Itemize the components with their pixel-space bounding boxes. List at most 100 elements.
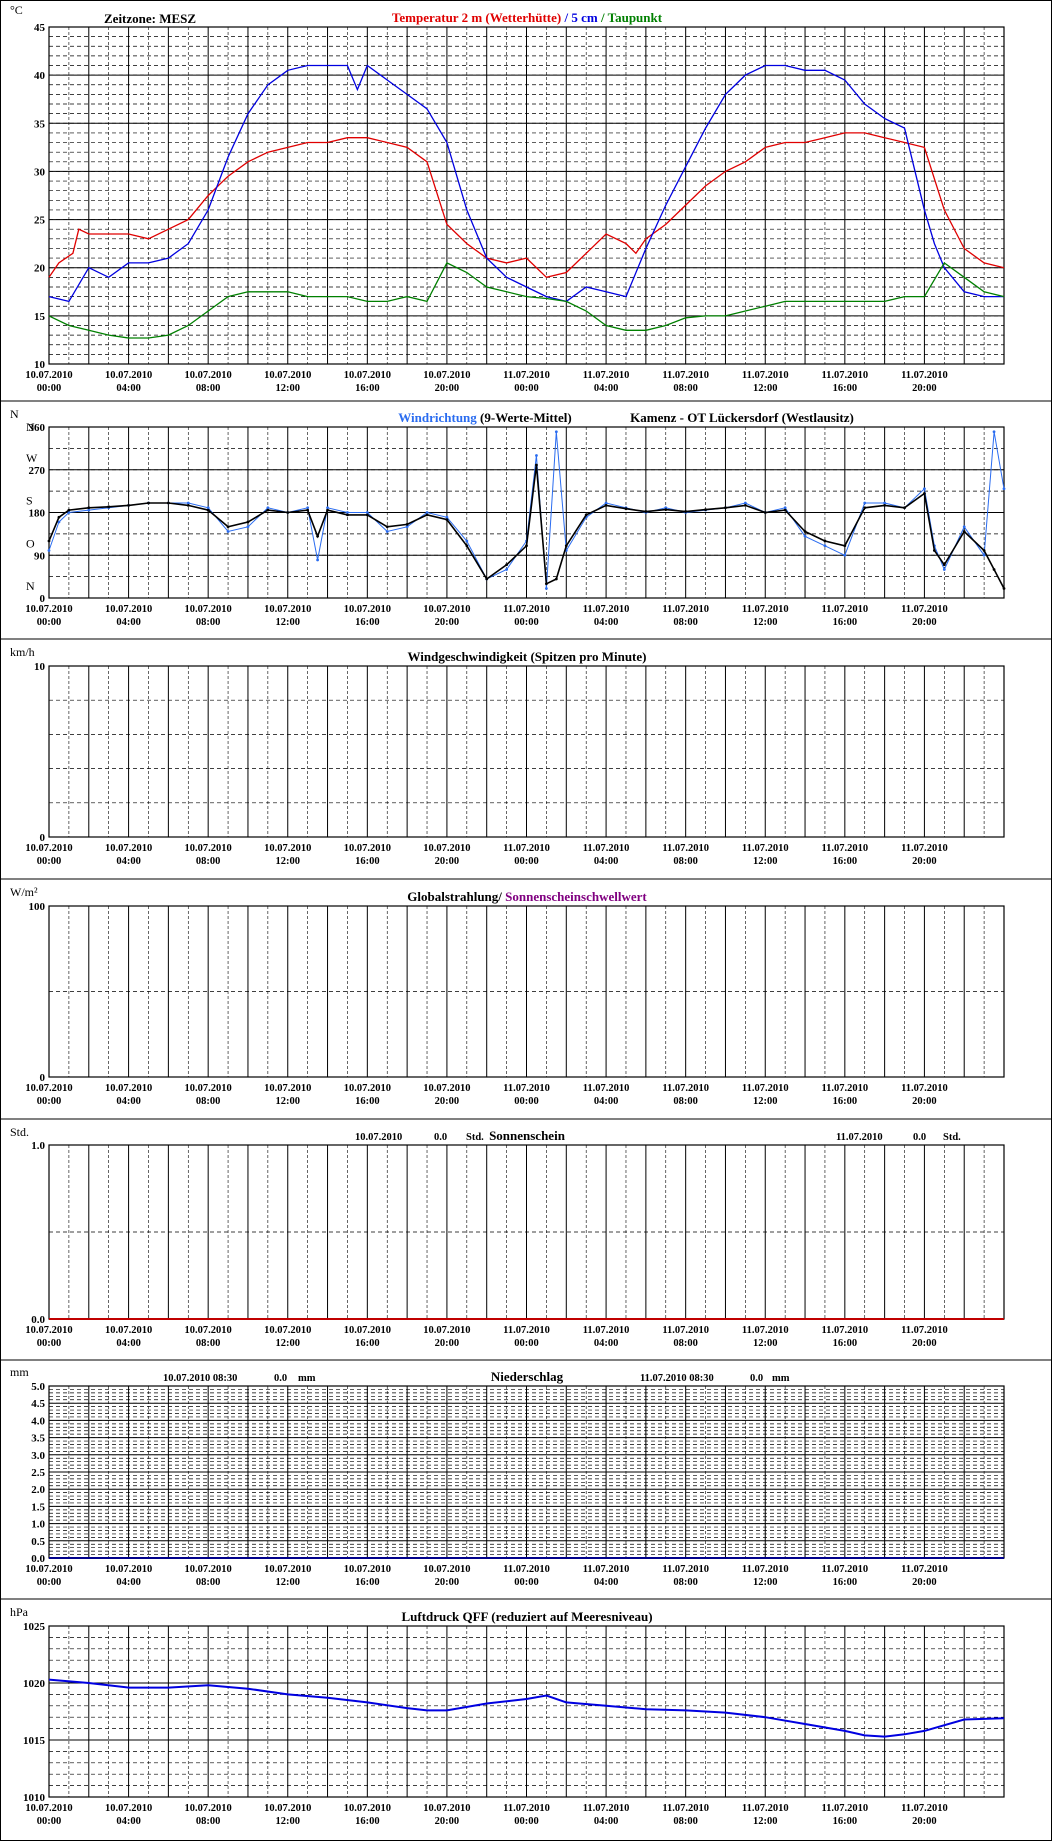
timezone-label: Zeitzone: MESZ xyxy=(104,11,196,26)
data-point xyxy=(724,506,727,510)
x-tick-date: 11.07.2010 xyxy=(503,1564,550,1575)
y-tick-label: 1015 xyxy=(23,1735,46,1747)
x-tick-date: 10.07.2010 xyxy=(344,1803,391,1814)
daily-date: 10.07.2010 08:30 xyxy=(163,1373,237,1384)
unit-label: W/m² xyxy=(10,885,38,899)
x-tick-date: 11.07.2010 xyxy=(583,370,630,381)
data-point xyxy=(206,506,210,510)
data-point xyxy=(186,501,190,505)
x-tick-time: 20:00 xyxy=(912,1816,937,1827)
x-tick-date: 11.07.2010 xyxy=(742,843,789,854)
x-tick-date: 10.07.2010 xyxy=(423,1803,470,1814)
data-point xyxy=(266,508,270,512)
data-point xyxy=(326,508,329,512)
x-tick-date: 10.07.2010 xyxy=(423,1083,470,1094)
data-point xyxy=(923,492,926,495)
panel-title: Sonnenschein xyxy=(489,1128,566,1143)
title-part: Globalstrahlung/ xyxy=(407,889,505,904)
data-point xyxy=(445,515,449,519)
x-tick-time: 16:00 xyxy=(833,1577,858,1588)
x-tick-date: 11.07.2010 xyxy=(821,843,868,854)
title-part: (9-Werte-Mittel) xyxy=(477,410,572,425)
daily-unit: mm xyxy=(298,1373,316,1384)
daily-date: 11.07.2010 08:30 xyxy=(640,1373,714,1384)
data-point xyxy=(226,525,230,529)
data-point xyxy=(166,501,170,505)
data-point xyxy=(87,508,91,512)
y-tick-label: 1.0 xyxy=(31,1140,45,1152)
data-point xyxy=(992,568,996,571)
unit-label: Std. xyxy=(10,1125,29,1139)
data-point xyxy=(445,518,449,522)
x-tick-time: 08:00 xyxy=(196,383,221,394)
y-tick-label: 30 xyxy=(34,166,46,178)
x-tick-date: 10.07.2010 xyxy=(344,1083,391,1094)
x-tick-date: 11.07.2010 xyxy=(901,604,948,615)
data-point xyxy=(823,544,827,548)
data-point xyxy=(246,525,250,529)
data-point xyxy=(982,549,986,552)
x-tick-time: 08:00 xyxy=(196,617,221,628)
x-tick-time: 20:00 xyxy=(435,383,460,394)
data-point xyxy=(564,544,568,548)
daily-unit: Std. xyxy=(466,1132,484,1143)
x-tick-date: 11.07.2010 xyxy=(583,604,630,615)
data-point xyxy=(932,549,936,552)
direction-label: N xyxy=(26,420,35,434)
data-point xyxy=(465,539,469,543)
data-point xyxy=(206,508,210,512)
data-point xyxy=(385,530,389,533)
panel-title: Windrichtung (9-Werte-Mittel) xyxy=(398,410,571,425)
x-tick-time: 00:00 xyxy=(37,1338,62,1349)
y-tick-label: 4.5 xyxy=(31,1398,45,1410)
x-tick-time: 04:00 xyxy=(116,1096,141,1107)
data-point xyxy=(704,508,707,512)
x-tick-date: 11.07.2010 xyxy=(583,1564,630,1575)
x-tick-date: 11.07.2010 xyxy=(583,1325,630,1336)
x-tick-date: 11.07.2010 xyxy=(583,1083,630,1094)
y-tick-label: 1010 xyxy=(23,1792,46,1804)
series-line xyxy=(48,132,1005,279)
y-tick-label: 0.5 xyxy=(31,1536,45,1548)
x-tick-time: 04:00 xyxy=(594,617,619,628)
data-point xyxy=(624,507,628,511)
x-tick-date: 10.07.2010 xyxy=(264,1325,311,1336)
x-tick-date: 11.07.2010 xyxy=(662,1083,709,1094)
data-point xyxy=(425,513,429,517)
unit-label: km/h xyxy=(10,645,35,659)
x-tick-date: 11.07.2010 xyxy=(583,1803,630,1814)
x-tick-time: 08:00 xyxy=(196,1338,221,1349)
x-tick-time: 08:00 xyxy=(673,1096,698,1107)
direction-label: S xyxy=(26,494,33,508)
data-point xyxy=(803,534,807,538)
unit-label: mm xyxy=(10,1365,29,1379)
x-tick-time: 00:00 xyxy=(514,617,539,628)
x-tick-time: 20:00 xyxy=(912,1096,937,1107)
data-point xyxy=(485,577,489,581)
data-point xyxy=(843,553,847,557)
x-tick-date: 11.07.2010 xyxy=(901,1325,948,1336)
x-tick-date: 11.07.2010 xyxy=(821,370,868,381)
data-point xyxy=(823,539,827,543)
x-tick-time: 00:00 xyxy=(37,1096,62,1107)
x-tick-date: 10.07.2010 xyxy=(25,604,72,615)
station-label: Kamenz - OT Lückersdorf (Westlausitz) xyxy=(630,410,854,425)
direction-label: O xyxy=(26,536,35,550)
x-tick-date: 11.07.2010 xyxy=(662,370,709,381)
x-tick-time: 00:00 xyxy=(514,856,539,867)
x-tick-date: 10.07.2010 xyxy=(185,1564,232,1575)
x-tick-date: 10.07.2010 xyxy=(264,604,311,615)
x-tick-date: 11.07.2010 xyxy=(742,604,789,615)
x-tick-date: 11.07.2010 xyxy=(742,1564,789,1575)
series-line xyxy=(48,64,1004,303)
x-tick-time: 12:00 xyxy=(276,1096,301,1107)
x-tick-time: 04:00 xyxy=(116,383,141,394)
data-point xyxy=(67,508,71,512)
x-tick-date: 11.07.2010 xyxy=(662,1564,709,1575)
x-tick-date: 11.07.2010 xyxy=(742,1803,789,1814)
x-tick-time: 04:00 xyxy=(594,1577,619,1588)
x-tick-time: 12:00 xyxy=(753,1338,778,1349)
data-point xyxy=(127,503,130,507)
x-tick-date: 11.07.2010 xyxy=(662,843,709,854)
y-tick-label: 1.5 xyxy=(31,1501,45,1513)
